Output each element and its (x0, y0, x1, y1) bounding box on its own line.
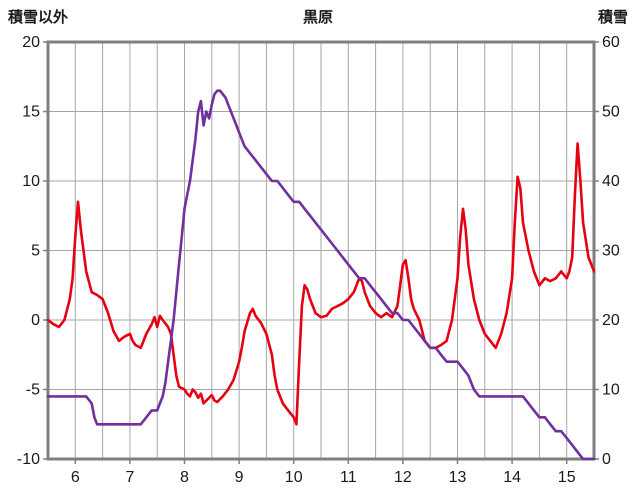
left-tick-label: 5 (31, 243, 40, 260)
right-tick-label: 0 (602, 451, 611, 468)
right-tick-label: 60 (602, 34, 620, 51)
right-tick-label: 10 (602, 382, 620, 399)
x-tick-label: 13 (449, 469, 467, 486)
right-axis-title: 積雪 (597, 9, 628, 26)
x-tick-label: 12 (394, 469, 412, 486)
x-tick-label: 15 (558, 469, 576, 486)
x-tick-label: 6 (71, 469, 80, 486)
chart-title: 黒原 (302, 9, 333, 26)
left-tick-label: 15 (22, 104, 40, 121)
right-tick-label: 20 (602, 312, 620, 329)
left-tick-label: 10 (22, 173, 40, 190)
right-axis-series-line (46, 89, 596, 461)
x-tick-label: 8 (180, 469, 189, 486)
x-tick-label: 7 (125, 469, 134, 486)
left-tick-label: -5 (26, 382, 40, 399)
x-tick-label: 14 (503, 469, 521, 486)
left-axis-series-line (46, 142, 596, 426)
left-tick-label: -10 (17, 451, 40, 468)
x-tick-label: 9 (235, 469, 244, 486)
left-tick-label: 20 (22, 34, 40, 51)
right-tick-label: 50 (602, 104, 620, 121)
right-tick-label: 30 (602, 243, 620, 260)
left-tick-label: 0 (31, 312, 40, 329)
right-tick-label: 40 (602, 173, 620, 190)
x-tick-label: 11 (340, 469, 357, 486)
left-axis-title: 積雪以外 (8, 9, 69, 26)
x-tick-label: 10 (285, 469, 303, 486)
